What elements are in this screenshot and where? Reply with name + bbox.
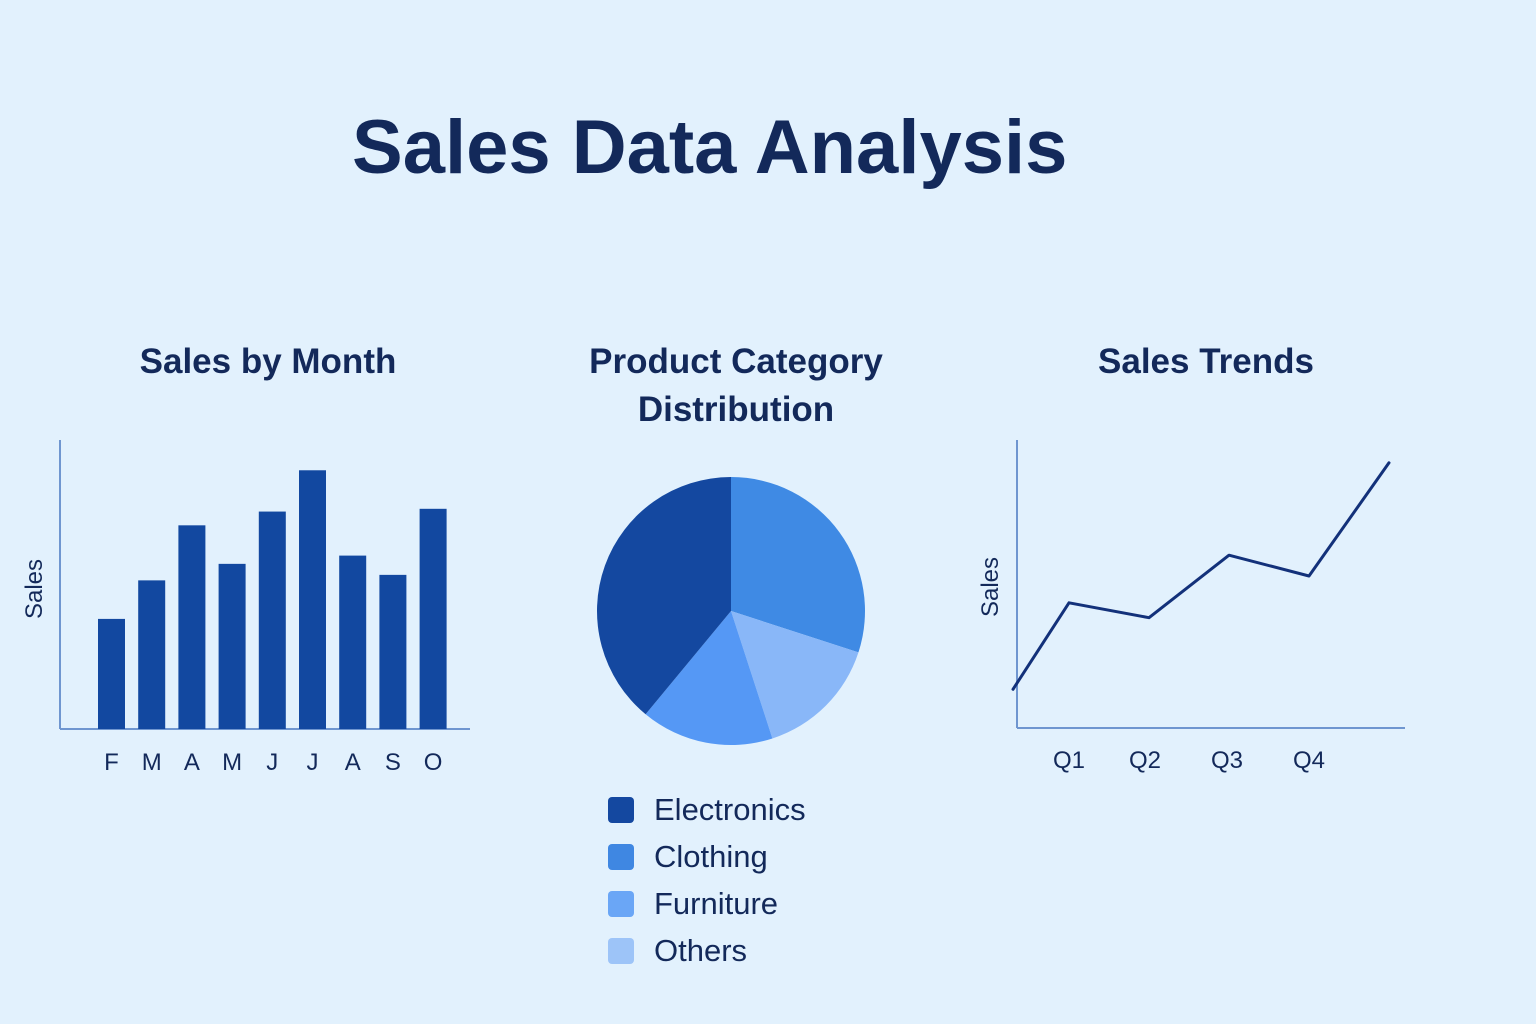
legend-item-furniture: Furniture [608,880,806,927]
pie-slice-electronics [597,477,731,715]
sales-trend-line [1011,461,1391,691]
legend-label-furniture: Furniture [654,885,779,921]
legend-label-others: Others [654,932,748,968]
bar-1 [138,580,166,729]
bar-7 [379,574,407,729]
pie-chart-title: Product Category Distribution [589,342,883,429]
bar-tick-label-2: A [184,749,200,776]
pie-legend: Electronics Clothing Furniture Others [608,786,806,974]
bar-8 [419,508,447,729]
bar-tick-label-5: J [307,749,319,776]
legend-swatch-electronics [608,796,634,823]
bar-tick-label-6: A [345,749,361,776]
bar-3 [218,563,246,729]
bar-tick-label-4: J [266,749,278,776]
bar-tick-label-3: M [222,749,242,776]
line-tick-label-2: Q3 [1211,747,1243,774]
page-title: Sales Data Analysis [352,105,1068,190]
legend-item-electronics: Electronics [608,786,806,833]
bar-tick-label-1: M [142,749,162,776]
bar-5 [299,470,326,729]
line-tick-label-0: Q1 [1053,747,1085,774]
line-tick-label-1: Q2 [1129,747,1161,774]
legend-swatch-clothing [608,843,634,870]
legend-swatch-others [608,937,634,964]
legend-item-clothing: Clothing [608,833,806,880]
bar-chart-title: Sales by Month [139,342,397,381]
pie-slice-furniture [645,611,773,745]
legend-label-electronics: Electronics [654,791,806,827]
bar-tick-label-7: S [385,749,401,776]
pie-slice-others [731,611,859,739]
bar-tick-label-0: F [104,749,119,776]
line-chart-title: Sales Trends [1098,342,1314,381]
line-y-axis-label: Sales [977,557,1004,617]
pie-slice-clothing [731,477,865,653]
legend-item-others: Others [608,927,806,974]
legend-swatch-furniture [608,890,634,917]
bar-2 [178,525,206,729]
bar-0 [98,618,125,729]
bar-tick-label-8: O [424,749,443,776]
legend-label-clothing: Clothing [654,838,768,874]
bar-y-axis-label: Sales [21,559,48,619]
bar-4 [258,511,286,729]
bar-6 [339,555,367,729]
line-tick-label-3: Q4 [1293,747,1325,774]
